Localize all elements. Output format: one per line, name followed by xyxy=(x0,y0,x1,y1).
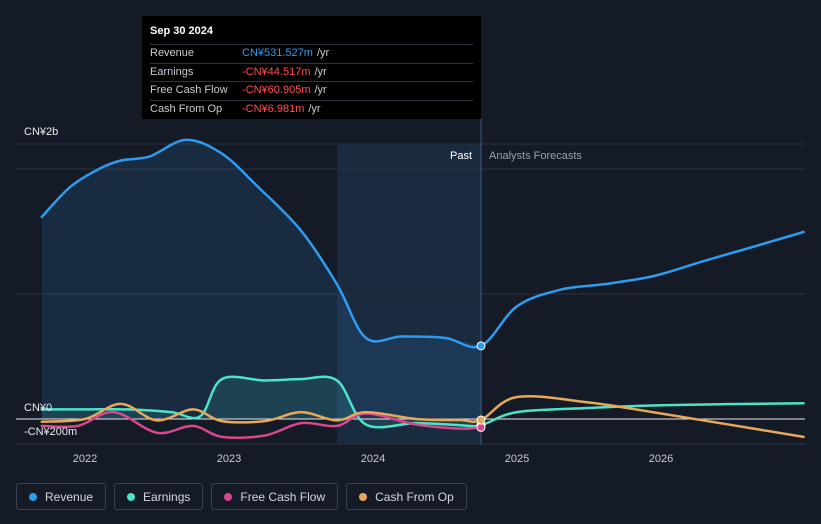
legend-item-revenue[interactable]: Revenue xyxy=(16,483,107,510)
legend-item-free-cash-flow[interactable]: Free Cash Flow xyxy=(211,483,339,510)
legend-label: Revenue xyxy=(45,489,94,504)
revenue-area xyxy=(41,139,482,419)
tooltip-label: Cash From Op xyxy=(150,102,223,115)
earnings-line xyxy=(40,375,805,429)
tooltip-value: CN¥531.527m xyxy=(242,47,313,59)
legend-label: Free Cash Flow xyxy=(240,489,326,504)
tooltip-value: -CN¥44.517m xyxy=(242,65,311,78)
tooltip-row-free-cash-flow: Free Cash Flow -CN¥60.905m /yr xyxy=(150,81,473,100)
series-lines xyxy=(40,138,805,440)
gridlines xyxy=(16,143,805,445)
past-label: Past xyxy=(450,150,473,162)
revenue-marker xyxy=(476,341,486,351)
x-axis: 2022 2023 2024 2025 2026 xyxy=(73,453,673,465)
tooltip-label: Earnings xyxy=(150,65,194,78)
x-tick-label: 2022 xyxy=(73,453,97,465)
tooltip-row-earnings: Earnings -CN¥44.517m /yr xyxy=(150,62,473,82)
current-point-markers xyxy=(476,341,486,432)
x-tick-label: 2024 xyxy=(361,453,385,465)
tooltip-row-revenue: Revenue CN¥531.527m /yr xyxy=(150,44,473,63)
x-tick-label: 2023 xyxy=(217,453,241,465)
tooltip-unit: /yr xyxy=(308,102,321,115)
forecast-label: Analysts Forecasts xyxy=(489,150,582,162)
x-tick-label: 2025 xyxy=(505,453,529,465)
y-axis-label-negative: -CN¥200m xyxy=(24,426,78,438)
legend-label: Cash From Op xyxy=(375,489,454,504)
cash-from-op-line xyxy=(40,394,805,439)
revenue-line xyxy=(40,138,805,349)
tooltip-value: -CN¥60.905m xyxy=(242,84,311,96)
y-axis-label-top: CN¥2b xyxy=(24,126,59,138)
legend-dot-icon xyxy=(29,492,37,501)
tooltip-unit: /yr xyxy=(314,84,327,96)
free-cash-flow-marker xyxy=(476,422,486,432)
series-areas xyxy=(41,139,482,428)
legend-item-earnings[interactable]: Earnings xyxy=(114,483,204,510)
tooltip: Sep 30 2024 Revenue CN¥531.527m /yr Earn… xyxy=(142,16,481,119)
legend-label: Earnings xyxy=(143,489,191,504)
tooltip-row-cash-from-op: Cash From Op -CN¥6.981m /yr xyxy=(150,99,473,119)
cash-from-op-marker xyxy=(476,415,486,425)
earnings-area xyxy=(41,376,482,428)
tooltip-value: -CN¥6.981m xyxy=(242,102,305,115)
y-axis-label-zero: CN¥0 xyxy=(24,402,53,414)
legend: Revenue Earnings Free Cash Flow Cash Fro… xyxy=(16,483,467,510)
tooltip-label: Free Cash Flow xyxy=(150,84,228,96)
tooltip-unit: /yr xyxy=(316,47,330,59)
free-cash-flow-line xyxy=(40,410,483,440)
tooltip-unit: /yr xyxy=(314,65,327,78)
tooltip-date: Sep 30 2024 xyxy=(150,25,213,37)
legend-dot-icon xyxy=(359,492,368,501)
legend-dot-icon xyxy=(224,492,233,501)
legend-dot-icon xyxy=(127,492,136,501)
legend-item-cash-from-op[interactable]: Cash From Op xyxy=(346,483,467,510)
tooltip-label: Revenue xyxy=(150,47,195,59)
x-tick-label: 2026 xyxy=(649,453,673,465)
